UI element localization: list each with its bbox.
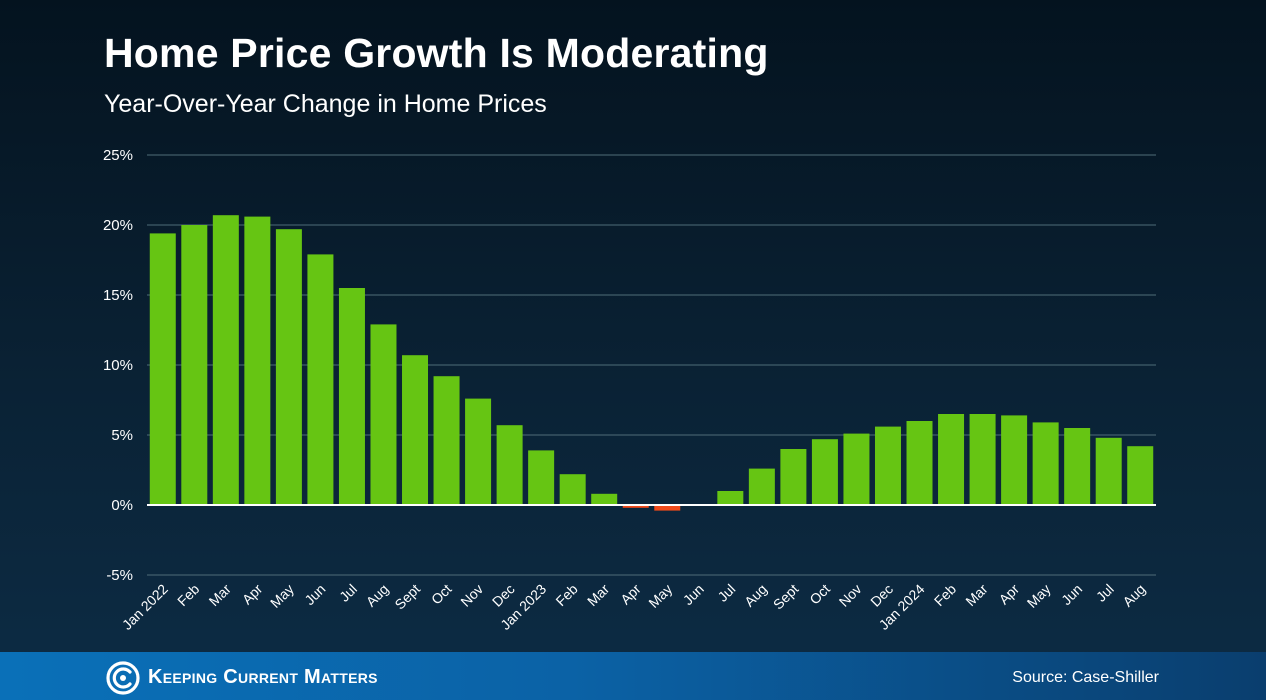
bar [717, 491, 744, 505]
x-tick-label: Apr [996, 581, 1023, 608]
x-tick-label: Oct [428, 581, 455, 608]
bar [748, 468, 775, 505]
y-tick-label: 25% [103, 147, 133, 164]
y-tick-label: 0% [111, 497, 133, 514]
x-tick-label: Feb [552, 581, 581, 610]
x-tick-label: Aug [741, 581, 770, 610]
bar [212, 215, 239, 505]
x-tick-label: May [645, 581, 675, 611]
x-tick-label: Jun [301, 581, 328, 608]
x-tick-label: Sept [391, 581, 423, 613]
x-tick-label: May [1024, 581, 1054, 611]
bar [402, 355, 429, 505]
bar [591, 493, 618, 505]
logo-text: Keeping Current Matters [148, 666, 378, 688]
bar [1032, 422, 1059, 505]
bar [1001, 415, 1028, 505]
bar-chart: 25%20%15%10%5%0%-5%Jan 2022 Feb Mar Apr May J… [103, 147, 1156, 633]
bar [149, 233, 176, 505]
kcm-logo-icon [106, 661, 140, 695]
x-tick-label: Oct [806, 581, 833, 608]
bar [654, 505, 681, 511]
y-tick-label: 15% [103, 287, 133, 304]
bar [969, 414, 996, 505]
bar [338, 288, 365, 505]
bar [1127, 446, 1154, 505]
x-tick-label: Mar [206, 581, 235, 610]
x-tick-label: Aug [1119, 581, 1148, 610]
x-tick-label: Apr [617, 581, 644, 608]
bar [275, 229, 302, 505]
bar [496, 425, 523, 505]
y-tick-label: -5% [106, 567, 133, 584]
bar [906, 421, 933, 505]
bar [1064, 428, 1091, 505]
x-tick-label: Jul [1093, 581, 1117, 605]
x-tick-label: Jun [680, 581, 707, 608]
chart-title: Home Price Growth Is Moderating [104, 30, 769, 76]
source-note: Source: Case-Shiller [1012, 669, 1159, 686]
x-tick-label: Sept [770, 581, 802, 613]
bar [622, 505, 649, 508]
x-tick-label: Nov [836, 581, 865, 610]
x-tick-label: Apr [239, 581, 266, 608]
bar [559, 474, 586, 505]
bar [307, 254, 334, 505]
bar [528, 450, 555, 505]
chart-subtitle: Year-Over-Year Change in Home Prices [104, 90, 547, 118]
bar [811, 439, 838, 505]
y-tick-label: 10% [103, 357, 133, 374]
x-tick-label: Jul [714, 581, 738, 605]
bar [1095, 437, 1122, 505]
x-tick-label: Feb [931, 581, 960, 610]
y-tick-label: 5% [111, 427, 133, 444]
x-tick-label: Feb [174, 581, 203, 610]
x-tick-label: Aug [363, 581, 392, 610]
x-tick-label: Jun [1058, 581, 1085, 608]
bar [938, 414, 965, 505]
footer-bar: Keeping Current Matters Source: Case-Shi… [0, 652, 1266, 700]
x-tick-label: Mar [584, 581, 613, 610]
bar [465, 398, 492, 505]
bar [244, 216, 271, 505]
x-tick-label: Jul [336, 581, 360, 605]
y-tick-label: 20% [103, 217, 133, 234]
x-tick-label: Jan 2022 [119, 581, 171, 633]
x-tick-label: May [267, 581, 297, 611]
bar [874, 426, 901, 505]
bar [433, 376, 460, 505]
bar [843, 433, 870, 505]
bar [780, 449, 807, 505]
bar [181, 225, 208, 505]
x-tick-label: Mar [962, 581, 991, 610]
x-tick-label: Nov [457, 581, 486, 610]
bar [370, 324, 397, 505]
